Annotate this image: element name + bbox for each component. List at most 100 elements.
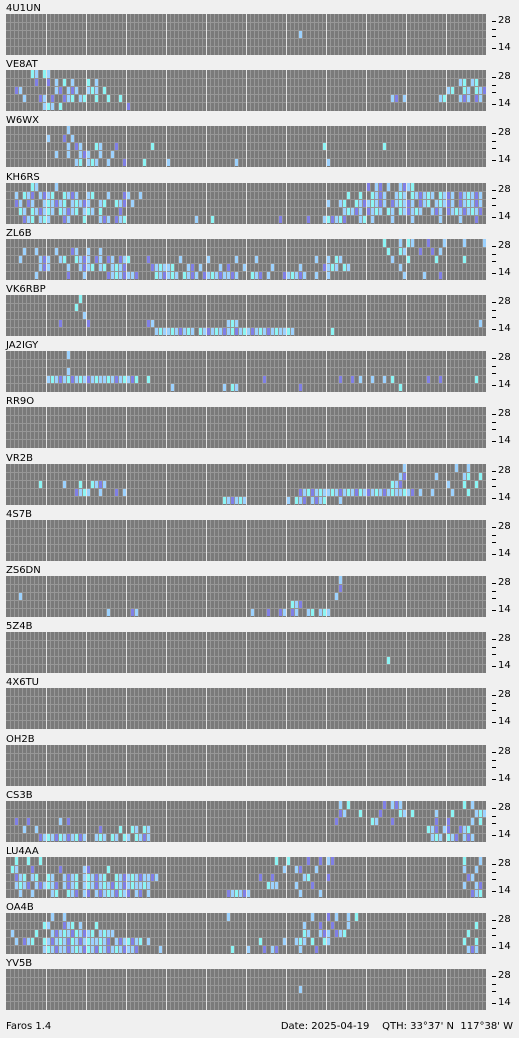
signal-cell — [414, 190, 418, 199]
beacon-propagation-grid — [6, 238, 486, 280]
signal-cell — [50, 375, 54, 384]
beacon-propagation-grid — [6, 351, 486, 393]
signal-cell — [374, 816, 378, 825]
signal-cell — [66, 206, 70, 215]
signal-cell — [462, 937, 466, 946]
signal-cell — [70, 375, 74, 384]
signal-cell — [106, 881, 110, 889]
signal-cell — [50, 913, 54, 922]
signal-cell — [298, 889, 302, 897]
signal-cell — [122, 881, 126, 889]
signal-cell — [150, 873, 154, 881]
signal-cell — [58, 102, 62, 111]
signal-cell — [114, 487, 118, 496]
signal-cell — [98, 889, 102, 897]
signal-cell — [138, 889, 142, 897]
signal-cell — [118, 881, 122, 889]
signal-cell — [466, 832, 470, 841]
signal-cell — [262, 375, 266, 384]
signal-cell — [154, 327, 158, 335]
signal-cell — [330, 921, 334, 930]
signal-cell — [434, 832, 438, 841]
band-tick — [492, 429, 496, 431]
signal-cell — [266, 327, 270, 335]
signal-cell — [146, 881, 150, 889]
signal-cell — [302, 921, 306, 930]
signal-cell — [214, 327, 218, 335]
band-tick — [492, 358, 496, 360]
signal-cell — [98, 929, 102, 938]
signal-cell — [278, 214, 282, 223]
signal-cell — [54, 78, 58, 87]
beacon-callsign: LU4AA — [6, 846, 39, 857]
signal-cell — [90, 937, 94, 946]
signal-cell — [398, 198, 402, 207]
signal-cell — [46, 873, 50, 881]
signal-cell — [246, 889, 250, 897]
signal-cell — [230, 945, 234, 954]
signal-cell — [478, 889, 482, 897]
signal-cell — [38, 190, 42, 199]
signal-cell — [122, 937, 126, 946]
signal-cell — [110, 150, 114, 159]
signal-cell — [62, 78, 66, 87]
signal-cell — [90, 881, 94, 889]
signal-cell — [74, 246, 78, 255]
signal-cell — [130, 270, 134, 279]
signal-cell — [418, 246, 422, 255]
signal-cell — [122, 254, 126, 263]
band-tick — [492, 92, 496, 94]
signal-cell — [402, 463, 406, 472]
signal-cell — [398, 487, 402, 496]
signal-cell — [102, 479, 106, 488]
signal-cell — [410, 238, 414, 247]
band-tick — [492, 85, 496, 87]
band-label-top: 28 — [498, 464, 511, 476]
signal-cell — [166, 158, 170, 167]
signal-cell — [374, 190, 378, 199]
signal-cell — [70, 134, 74, 143]
signal-cell — [82, 270, 86, 279]
signal-cell — [362, 487, 366, 496]
signal-cell — [410, 190, 414, 199]
signal-cell — [90, 190, 94, 199]
signal-cell — [406, 206, 410, 215]
signal-cell — [62, 945, 66, 954]
signal-cell — [114, 881, 118, 889]
signal-cell — [38, 857, 42, 865]
signal-cell — [106, 608, 110, 616]
signal-cell — [430, 824, 434, 833]
band-tick — [492, 984, 496, 986]
signal-cell — [418, 206, 422, 215]
signal-cell — [54, 86, 58, 95]
band-label-bottom: 14 — [498, 379, 511, 391]
beacon-callsign: JA2IGY — [6, 340, 39, 352]
signal-cell — [358, 375, 362, 384]
signal-cell — [370, 487, 374, 496]
signal-cell — [42, 102, 46, 111]
signal-cell — [86, 158, 90, 167]
signal-cell — [110, 881, 114, 889]
signal-cell — [182, 270, 186, 279]
signal-cell — [478, 206, 482, 215]
signal-cell — [178, 254, 182, 263]
signal-cell — [62, 921, 66, 930]
signal-cell — [458, 214, 462, 223]
signal-cell — [78, 150, 82, 159]
signal-cell — [14, 937, 18, 946]
band-label-top: 28 — [498, 352, 511, 364]
signal-cell — [458, 824, 462, 833]
signal-cell — [82, 262, 86, 271]
signal-cell — [70, 881, 74, 889]
signal-cell — [462, 865, 466, 873]
signal-cell — [466, 206, 470, 215]
signal-cell — [74, 158, 78, 167]
signal-cell — [338, 487, 342, 496]
signal-cell — [134, 873, 138, 881]
signal-cell — [398, 182, 402, 191]
band-tick — [492, 991, 496, 993]
band-tick — [492, 598, 496, 599]
signal-cell — [314, 487, 318, 496]
signal-cell — [102, 881, 106, 889]
signal-cell — [406, 254, 410, 263]
